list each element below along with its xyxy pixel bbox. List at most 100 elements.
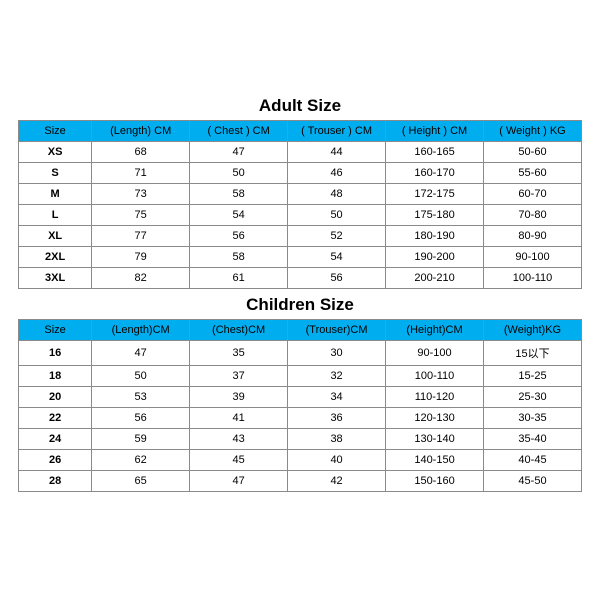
table-row: 16 47 35 30 90-100 15以下 [19, 341, 582, 366]
table-row: 28 65 47 42 150-160 45-50 [19, 471, 582, 492]
cell: 65 [92, 471, 190, 492]
cell-size: XL [19, 226, 92, 247]
cell: 70-80 [484, 205, 582, 226]
cell: 100-110 [484, 268, 582, 289]
cell: 140-150 [386, 450, 484, 471]
cell: 90-100 [386, 341, 484, 366]
cell: 41 [190, 408, 288, 429]
table-row: 2XL 79 58 54 190-200 90-100 [19, 247, 582, 268]
cell: 59 [92, 429, 190, 450]
cell-size: XS [19, 142, 92, 163]
cell: 44 [288, 142, 386, 163]
cell-size: 18 [19, 366, 92, 387]
cell: 110-120 [386, 387, 484, 408]
adult-title: Adult Size [18, 90, 582, 120]
size-chart-page: Adult Size Size (Length) CM ( Chest ) CM… [0, 0, 600, 600]
cell: 79 [92, 247, 190, 268]
cell: 38 [288, 429, 386, 450]
cell: 61 [190, 268, 288, 289]
cell: 175-180 [386, 205, 484, 226]
cell: 40-45 [484, 450, 582, 471]
adult-size-table: Size (Length) CM ( Chest ) CM ( Trouser … [18, 120, 582, 289]
cell: 82 [92, 268, 190, 289]
cell: 60-70 [484, 184, 582, 205]
col-trouser: ( Trouser ) CM [288, 121, 386, 142]
col-length: (Length) CM [92, 121, 190, 142]
cell-size: M [19, 184, 92, 205]
cell: 58 [190, 184, 288, 205]
col-weight: (Weight)KG [484, 320, 582, 341]
cell: 35 [190, 341, 288, 366]
cell: 32 [288, 366, 386, 387]
cell: 77 [92, 226, 190, 247]
cell: 37 [190, 366, 288, 387]
cell-size: 2XL [19, 247, 92, 268]
cell: 46 [288, 163, 386, 184]
cell: 47 [190, 471, 288, 492]
col-chest: ( Chest ) CM [190, 121, 288, 142]
col-height: ( Height ) CM [386, 121, 484, 142]
cell: 56 [190, 226, 288, 247]
cell: 47 [92, 341, 190, 366]
cell: 120-130 [386, 408, 484, 429]
cell: 58 [190, 247, 288, 268]
cell: 62 [92, 450, 190, 471]
cell-size: 24 [19, 429, 92, 450]
cell: 172-175 [386, 184, 484, 205]
cell: 50-60 [484, 142, 582, 163]
cell: 73 [92, 184, 190, 205]
cell: 40 [288, 450, 386, 471]
cell: 30 [288, 341, 386, 366]
cell: 75 [92, 205, 190, 226]
col-length: (Length)CM [92, 320, 190, 341]
cell: 180-190 [386, 226, 484, 247]
cell: 43 [190, 429, 288, 450]
col-size: Size [19, 320, 92, 341]
cell: 42 [288, 471, 386, 492]
cell: 52 [288, 226, 386, 247]
table-row: 24 59 43 38 130-140 35-40 [19, 429, 582, 450]
col-height: (Height)CM [386, 320, 484, 341]
cell: 50 [92, 366, 190, 387]
cell: 80-90 [484, 226, 582, 247]
table-row: 22 56 41 36 120-130 30-35 [19, 408, 582, 429]
cell: 130-140 [386, 429, 484, 450]
cell: 68 [92, 142, 190, 163]
table-row: L 75 54 50 175-180 70-80 [19, 205, 582, 226]
cell: 200-210 [386, 268, 484, 289]
table-row: 20 53 39 34 110-120 25-30 [19, 387, 582, 408]
cell: 47 [190, 142, 288, 163]
table-row: 3XL 82 61 56 200-210 100-110 [19, 268, 582, 289]
cell-size: 26 [19, 450, 92, 471]
cell: 54 [288, 247, 386, 268]
cell: 15以下 [484, 341, 582, 366]
cell-size: S [19, 163, 92, 184]
cell: 160-165 [386, 142, 484, 163]
cell: 45-50 [484, 471, 582, 492]
adult-header-row: Size (Length) CM ( Chest ) CM ( Trouser … [19, 121, 582, 142]
table-row: S 71 50 46 160-170 55-60 [19, 163, 582, 184]
cell: 48 [288, 184, 386, 205]
cell: 36 [288, 408, 386, 429]
cell: 55-60 [484, 163, 582, 184]
table-row: XS 68 47 44 160-165 50-60 [19, 142, 582, 163]
cell-size: 3XL [19, 268, 92, 289]
cell: 150-160 [386, 471, 484, 492]
cell: 34 [288, 387, 386, 408]
col-weight: ( Weight ) KG [484, 121, 582, 142]
cell-size: 16 [19, 341, 92, 366]
cell-size: 28 [19, 471, 92, 492]
cell: 160-170 [386, 163, 484, 184]
cell: 15-25 [484, 366, 582, 387]
cell: 45 [190, 450, 288, 471]
cell: 30-35 [484, 408, 582, 429]
cell: 56 [92, 408, 190, 429]
cell: 39 [190, 387, 288, 408]
cell: 100-110 [386, 366, 484, 387]
cell: 53 [92, 387, 190, 408]
table-row: 26 62 45 40 140-150 40-45 [19, 450, 582, 471]
cell: 35-40 [484, 429, 582, 450]
table-row: 18 50 37 32 100-110 15-25 [19, 366, 582, 387]
cell: 190-200 [386, 247, 484, 268]
cell: 90-100 [484, 247, 582, 268]
